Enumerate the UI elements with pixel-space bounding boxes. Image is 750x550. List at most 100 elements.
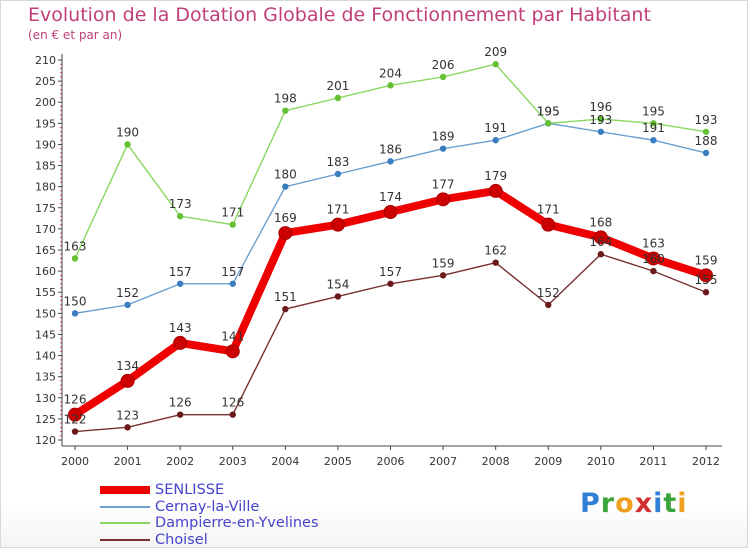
logo-letter: i bbox=[677, 488, 688, 519]
data-point-senlisse bbox=[330, 217, 345, 232]
data-point-dampierre-en-yvelines bbox=[229, 221, 236, 228]
data-point-dampierre-en-yvelines bbox=[702, 128, 710, 135]
data-point-dampierre-en-yvelines bbox=[492, 61, 499, 68]
x-tick-label: 2002 bbox=[166, 455, 194, 468]
data-point-senlisse bbox=[173, 335, 188, 350]
y-tick-label: 175 bbox=[35, 202, 56, 215]
x-tick-label: 2012 bbox=[692, 455, 720, 468]
y-tick-label: 145 bbox=[35, 328, 56, 341]
data-point-dampierre-en-yvelines bbox=[124, 141, 131, 148]
data-point-choisel bbox=[439, 272, 447, 279]
data-label-choisel: 152 bbox=[537, 286, 560, 300]
data-point-senlisse bbox=[120, 373, 135, 388]
data-point-choisel bbox=[71, 428, 79, 435]
x-tick-label: 2000 bbox=[61, 455, 89, 468]
legend-item: Dampierre-en-Yvelines bbox=[100, 515, 319, 532]
data-label-senlisse: 177 bbox=[432, 177, 455, 191]
data-label-choisel: 157 bbox=[379, 265, 402, 279]
data-point-cernay-la-ville bbox=[702, 149, 710, 157]
data-label-choisel: 126 bbox=[169, 396, 192, 410]
data-point-choisel bbox=[229, 411, 236, 418]
data-label-senlisse: 141 bbox=[221, 329, 244, 343]
x-tick-label: 2005 bbox=[324, 455, 352, 468]
data-point-cernay-la-ville bbox=[71, 310, 79, 317]
data-label-choisel: 122 bbox=[64, 413, 87, 427]
x-tick-label: 2006 bbox=[377, 455, 405, 468]
y-tick-label: 150 bbox=[35, 307, 56, 320]
x-tick-label: 2010 bbox=[587, 455, 615, 468]
data-point-cernay-la-ville bbox=[387, 158, 394, 165]
logo-letter: x bbox=[634, 488, 654, 519]
data-label-cernay-la-ville: 180 bbox=[274, 168, 297, 182]
legend-item: SENLISSE bbox=[100, 482, 319, 499]
data-label-senlisse: 168 bbox=[589, 215, 612, 229]
data-label-cernay-la-ville: 189 bbox=[432, 130, 455, 144]
y-tick-label: 195 bbox=[35, 117, 56, 130]
data-label-senlisse: 159 bbox=[695, 253, 718, 267]
data-point-dampierre-en-yvelines bbox=[439, 73, 447, 81]
x-tick-label: 2009 bbox=[534, 455, 562, 468]
data-label-cernay-la-ville: 195 bbox=[537, 104, 560, 118]
data-label-choisel: 162 bbox=[484, 244, 507, 258]
legend-item: Cernay-la-Ville bbox=[100, 499, 319, 516]
data-point-choisel bbox=[597, 251, 605, 258]
y-tick-label: 160 bbox=[35, 265, 56, 278]
logo-letter: t bbox=[663, 488, 678, 519]
data-point-cernay-la-ville bbox=[124, 301, 131, 309]
data-point-cernay-la-ville bbox=[597, 128, 605, 135]
data-label-senlisse: 134 bbox=[116, 359, 139, 373]
data-label-cernay-la-ville: 150 bbox=[64, 294, 87, 308]
legend-swatch bbox=[100, 522, 150, 525]
data-label-senlisse: 171 bbox=[537, 203, 560, 217]
y-tick-label: 210 bbox=[35, 54, 56, 67]
legend-swatch bbox=[100, 538, 150, 541]
data-label-senlisse: 179 bbox=[484, 169, 507, 183]
data-point-choisel bbox=[176, 411, 184, 418]
y-tick-label: 155 bbox=[35, 286, 56, 299]
series-group bbox=[68, 61, 713, 435]
data-label-cernay-la-ville: 191 bbox=[484, 121, 507, 135]
data-point-dampierre-en-yvelines bbox=[176, 213, 184, 220]
y-tick-label: 190 bbox=[35, 138, 56, 151]
logo-letter: P bbox=[580, 488, 601, 519]
data-label-choisel: 159 bbox=[432, 256, 455, 270]
data-label-choisel: 155 bbox=[695, 273, 718, 287]
data-label-senlisse: 169 bbox=[274, 211, 297, 225]
data-point-senlisse bbox=[488, 183, 503, 198]
x-tick-label: 2011 bbox=[639, 455, 667, 468]
data-point-cernay-la-ville bbox=[334, 170, 342, 178]
data-label-choisel: 151 bbox=[274, 290, 297, 304]
data-label-choisel: 154 bbox=[326, 277, 349, 291]
data-label-dampierre-en-yvelines: 209 bbox=[484, 45, 507, 59]
data-label-cernay-la-ville: 183 bbox=[326, 155, 349, 169]
y-tick-label: 130 bbox=[35, 392, 56, 405]
data-label-senlisse: 174 bbox=[379, 190, 402, 204]
proxiti-logo: Proxiti bbox=[580, 488, 688, 519]
y-tick-label: 120 bbox=[35, 434, 56, 447]
logo-letter: r bbox=[600, 488, 616, 519]
legend-label: SENLISSE bbox=[155, 482, 225, 499]
data-label-dampierre-en-yvelines: 201 bbox=[326, 79, 349, 93]
data-point-senlisse bbox=[225, 344, 240, 359]
data-point-cernay-la-ville bbox=[229, 280, 236, 287]
data-label-senlisse: 143 bbox=[169, 321, 192, 335]
data-label-dampierre-en-yvelines: 193 bbox=[695, 113, 718, 127]
data-label-cernay-la-ville: 193 bbox=[589, 113, 612, 127]
data-label-dampierre-en-yvelines: 195 bbox=[537, 104, 560, 118]
data-label-senlisse: 171 bbox=[326, 203, 349, 217]
y-tick-label: 165 bbox=[35, 244, 56, 257]
data-label-cernay-la-ville: 152 bbox=[116, 286, 139, 300]
legend-label: Dampierre-en-Yvelines bbox=[155, 515, 319, 532]
data-point-cernay-la-ville bbox=[282, 183, 289, 190]
data-point-senlisse bbox=[646, 251, 661, 266]
data-label-dampierre-en-yvelines: 196 bbox=[589, 100, 612, 114]
data-point-dampierre-en-yvelines bbox=[650, 120, 657, 127]
data-label-cernay-la-ville: 186 bbox=[379, 142, 402, 156]
x-tick-label: 2003 bbox=[219, 455, 247, 468]
data-label-choisel: 123 bbox=[116, 408, 139, 422]
y-tick-label: 170 bbox=[35, 223, 56, 236]
data-label-senlisse: 126 bbox=[64, 393, 87, 407]
data-point-senlisse bbox=[68, 407, 82, 422]
